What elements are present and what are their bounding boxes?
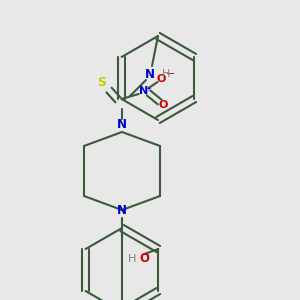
Text: −: −	[166, 69, 175, 79]
Text: N: N	[117, 118, 127, 130]
Text: +: +	[146, 86, 152, 92]
Text: O: O	[157, 74, 166, 84]
Text: N: N	[139, 86, 148, 96]
Text: O: O	[159, 100, 168, 110]
Text: O: O	[140, 253, 149, 266]
Text: S: S	[98, 76, 106, 88]
Text: N: N	[117, 203, 127, 217]
Text: N: N	[145, 68, 155, 80]
Text: H: H	[162, 69, 170, 79]
Text: H: H	[128, 254, 136, 264]
